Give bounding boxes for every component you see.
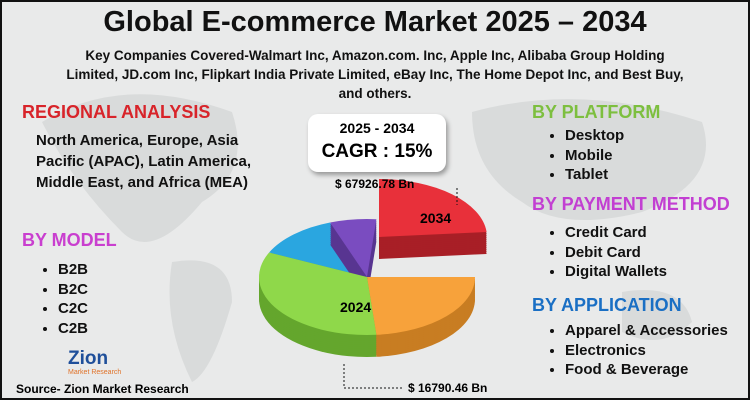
title: Global E-commerce Market 2025 – 2034 (103, 6, 647, 38)
cagr-text: CAGR : 15% (321, 141, 433, 162)
pie-wedge (367, 277, 475, 335)
list-item: B2B (58, 260, 88, 280)
list-item: B2C (58, 280, 88, 300)
list-item: Mobile (565, 146, 624, 166)
list-item: Desktop (565, 126, 624, 146)
list-item: Digital Wallets (565, 262, 667, 282)
pie-wedge (269, 222, 367, 277)
list-item: C2C (58, 299, 88, 319)
list-item: Apparel & Accessories (565, 321, 728, 341)
region-text: North America, Europe, Asia Pacific (APA… (36, 132, 252, 191)
pointer-line (343, 364, 404, 389)
cagr-period: 2025 - 2034 (339, 120, 415, 136)
end-value: $ 67926.78 Bn (335, 177, 414, 191)
section-heading: BY MODEL (22, 230, 117, 250)
list-item: Electronics (565, 341, 728, 361)
pie-wedge (379, 179, 487, 237)
logo-sub: Market Research (68, 369, 122, 376)
platform-list: DesktopMobileTablet (547, 126, 624, 185)
list-item: Tablet (565, 165, 624, 185)
section-heading: BY APPLICATION (532, 295, 682, 315)
list-item: C2B (58, 319, 88, 339)
model-list: B2BB2CC2CC2B (40, 260, 88, 338)
list-item: Credit Card (565, 223, 667, 243)
pie-wedge (258, 252, 377, 336)
payment-list: Credit CardDebit CardDigital Wallets (547, 223, 667, 282)
source: Source- Zion Market Research (16, 382, 189, 396)
application-list: Apparel & AccessoriesElectronicsFood & B… (547, 321, 728, 380)
cagr-box: 2025 - 2034 CAGR : 15% (308, 114, 446, 172)
start-year: 2024 (340, 299, 371, 315)
section-heading: BY PLATFORM (532, 102, 661, 122)
section-heading: BY PAYMENT METHOD (532, 194, 730, 214)
subtitle: Key Companies Covered-Walmart Inc, Amazo… (66, 48, 684, 101)
logo: Zion (68, 348, 109, 369)
list-item: Food & Beverage (565, 360, 728, 380)
start-value: $ 16790.46 Bn (408, 381, 487, 395)
section-heading: REGIONAL ANALYSIS (22, 102, 211, 122)
list-item: Debit Card (565, 243, 667, 263)
end-year: 2034 (420, 210, 451, 226)
pie-wedge (330, 218, 377, 277)
